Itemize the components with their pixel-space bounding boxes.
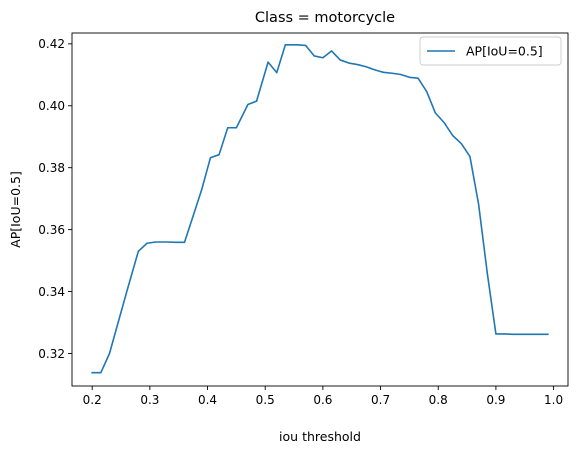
legend-label: AP[IoU=0.5] bbox=[466, 44, 543, 59]
x-tick-label: 0.6 bbox=[313, 393, 332, 407]
data-point bbox=[91, 372, 93, 374]
data-point bbox=[356, 63, 359, 66]
data-point bbox=[218, 154, 220, 156]
y-tick-label: 0.34 bbox=[38, 285, 65, 299]
data-point bbox=[486, 272, 488, 274]
x-axis: 0.2 0.3 0.4 0.5 0.6 0.7 0.8 0.9 1.0 bbox=[83, 386, 563, 407]
data-point bbox=[276, 72, 278, 74]
data-point bbox=[155, 241, 157, 243]
data-point bbox=[382, 71, 385, 73]
data-point bbox=[478, 203, 480, 205]
plot-area bbox=[71, 32, 569, 387]
data-point bbox=[529, 333, 532, 335]
series-layer bbox=[91, 43, 549, 374]
data-point bbox=[227, 127, 229, 129]
x-tick-label: 0.7 bbox=[371, 393, 390, 407]
y-tick-label: 0.42 bbox=[38, 37, 65, 51]
data-point bbox=[503, 333, 506, 335]
data-point bbox=[192, 215, 194, 217]
x-tick-label: 0.9 bbox=[486, 393, 505, 407]
data-point bbox=[417, 77, 419, 79]
x-tick-label: 0.5 bbox=[256, 393, 275, 407]
series-line bbox=[91, 43, 549, 374]
data-point bbox=[348, 62, 350, 64]
data-point bbox=[434, 112, 436, 114]
data-point bbox=[267, 61, 269, 63]
data-point bbox=[391, 72, 393, 74]
x-tick-label: 0.8 bbox=[429, 393, 448, 407]
data-point bbox=[365, 66, 367, 68]
data-point bbox=[255, 100, 258, 102]
x-tick-label: 0.2 bbox=[83, 393, 102, 407]
data-point bbox=[183, 241, 186, 243]
data-point bbox=[330, 50, 333, 52]
legend: AP[IoU=0.5] bbox=[419, 36, 562, 66]
data-point bbox=[313, 55, 315, 57]
data-point bbox=[547, 333, 549, 335]
y-tick-label: 0.40 bbox=[38, 99, 65, 113]
data-point bbox=[247, 103, 249, 106]
x-tick-label: 1.0 bbox=[544, 393, 563, 407]
data-point bbox=[512, 333, 514, 335]
data-point bbox=[495, 333, 497, 335]
x-tick-label: 0.3 bbox=[140, 393, 159, 407]
data-point bbox=[443, 121, 445, 124]
data-point bbox=[175, 241, 177, 243]
data-point bbox=[137, 250, 139, 252]
data-point bbox=[452, 134, 454, 137]
data-point bbox=[117, 321, 119, 324]
data-point bbox=[296, 44, 298, 46]
data-point bbox=[374, 69, 376, 71]
data-point bbox=[166, 241, 168, 243]
y-axis-label: AP[IoU=0.5] bbox=[8, 171, 23, 248]
y-tick-label: 0.36 bbox=[38, 223, 65, 237]
data-point bbox=[339, 59, 341, 61]
data-point bbox=[284, 44, 286, 46]
legend-box bbox=[419, 36, 562, 66]
data-point bbox=[235, 127, 237, 129]
y-tick-label: 0.38 bbox=[38, 161, 65, 175]
data-point bbox=[322, 57, 324, 59]
data-point bbox=[460, 142, 462, 145]
data-point bbox=[100, 372, 102, 374]
x-axis-label: iou threshold bbox=[279, 429, 361, 444]
y-axis: 0.32 0.34 0.36 0.38 0.40 0.42 bbox=[38, 37, 72, 361]
data-point bbox=[201, 188, 203, 190]
data-point bbox=[538, 333, 540, 335]
data-point bbox=[304, 44, 307, 46]
data-point bbox=[521, 333, 523, 335]
data-point bbox=[400, 73, 402, 76]
data-point bbox=[146, 242, 148, 244]
data-point bbox=[209, 157, 212, 159]
data-point bbox=[426, 90, 428, 93]
chart-title: Class = motorcycle bbox=[255, 10, 395, 26]
data-point bbox=[469, 155, 471, 158]
x-tick-label: 0.4 bbox=[198, 393, 217, 407]
data-point bbox=[126, 290, 128, 293]
data-point bbox=[408, 76, 410, 78]
data-point bbox=[108, 352, 111, 355]
y-tick-label: 0.32 bbox=[38, 347, 65, 361]
